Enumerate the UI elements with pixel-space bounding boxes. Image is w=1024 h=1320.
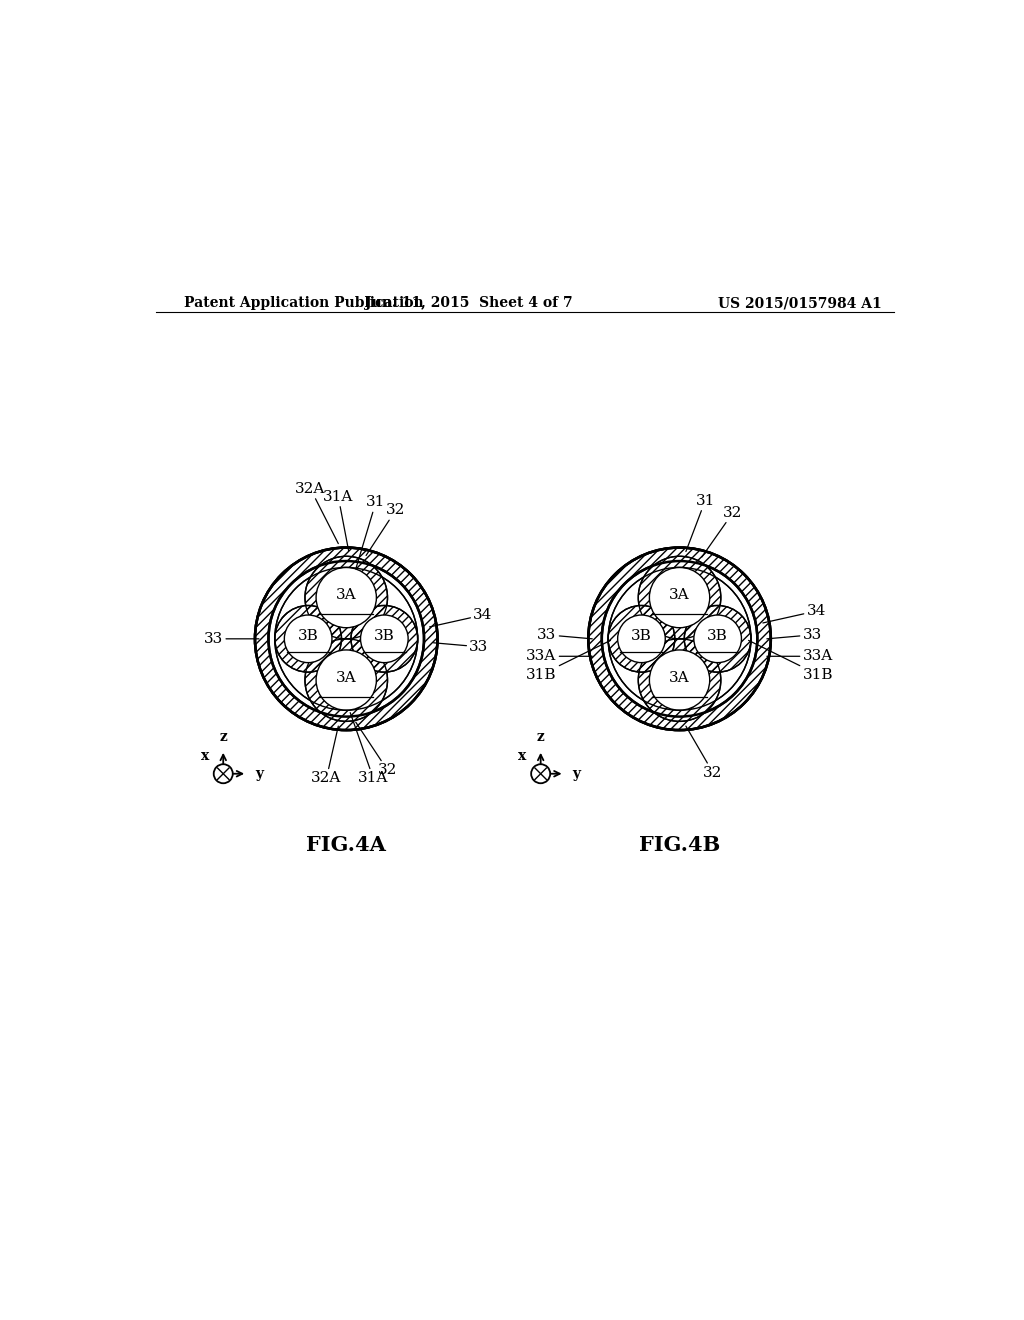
Text: 34: 34 — [430, 609, 493, 627]
Circle shape — [588, 548, 771, 730]
Text: 31B: 31B — [526, 640, 610, 681]
Text: 33: 33 — [538, 628, 592, 642]
Circle shape — [305, 639, 387, 721]
Text: 3B: 3B — [374, 630, 394, 643]
Text: 34: 34 — [763, 605, 826, 623]
Circle shape — [638, 556, 721, 639]
Text: x: x — [518, 748, 526, 763]
Circle shape — [316, 568, 377, 628]
Circle shape — [351, 606, 418, 672]
Circle shape — [617, 615, 666, 663]
Text: 3A: 3A — [336, 589, 356, 602]
Text: x: x — [201, 748, 209, 763]
Text: FIG.4B: FIG.4B — [639, 836, 720, 855]
Circle shape — [602, 561, 758, 717]
Text: 31: 31 — [355, 495, 385, 569]
Text: 3A: 3A — [670, 671, 690, 685]
Text: 32: 32 — [355, 722, 397, 777]
Circle shape — [305, 556, 387, 639]
Circle shape — [638, 639, 721, 721]
Circle shape — [274, 606, 341, 672]
Text: 3A: 3A — [670, 589, 690, 602]
Text: 32: 32 — [367, 503, 406, 556]
Text: 33A: 33A — [767, 649, 833, 663]
Circle shape — [649, 649, 710, 710]
Text: Patent Application Publication: Patent Application Publication — [183, 296, 423, 310]
Text: 33A: 33A — [526, 649, 592, 663]
Text: y: y — [572, 767, 581, 780]
Text: Jun. 11, 2015  Sheet 4 of 7: Jun. 11, 2015 Sheet 4 of 7 — [366, 296, 573, 310]
Text: 32: 32 — [701, 506, 742, 557]
Text: 3B: 3B — [298, 630, 318, 643]
Text: 32A: 32A — [311, 726, 342, 785]
Circle shape — [684, 606, 751, 672]
Circle shape — [360, 615, 409, 663]
Circle shape — [214, 764, 232, 783]
Text: 31A: 31A — [324, 490, 353, 550]
Text: 31: 31 — [686, 494, 715, 552]
Text: 31B: 31B — [749, 640, 834, 681]
Text: 33: 33 — [767, 628, 822, 642]
Text: US 2015/0157984 A1: US 2015/0157984 A1 — [718, 296, 882, 310]
Text: y: y — [255, 767, 263, 780]
Text: FIG.4A: FIG.4A — [306, 836, 386, 855]
Circle shape — [268, 561, 424, 717]
Circle shape — [255, 548, 437, 730]
Circle shape — [694, 615, 741, 663]
Text: 33: 33 — [433, 640, 488, 653]
Text: 3B: 3B — [708, 630, 728, 643]
Text: 3B: 3B — [631, 630, 652, 643]
Circle shape — [608, 606, 675, 672]
Circle shape — [649, 568, 710, 628]
Text: 3A: 3A — [336, 671, 356, 685]
Circle shape — [316, 649, 377, 710]
Text: z: z — [219, 730, 227, 743]
Circle shape — [531, 764, 550, 783]
Text: 32: 32 — [686, 726, 723, 780]
Circle shape — [285, 615, 332, 663]
Text: 31A: 31A — [350, 713, 388, 785]
Text: 32A: 32A — [295, 482, 338, 544]
Text: z: z — [537, 730, 545, 743]
Text: 33: 33 — [204, 632, 259, 645]
